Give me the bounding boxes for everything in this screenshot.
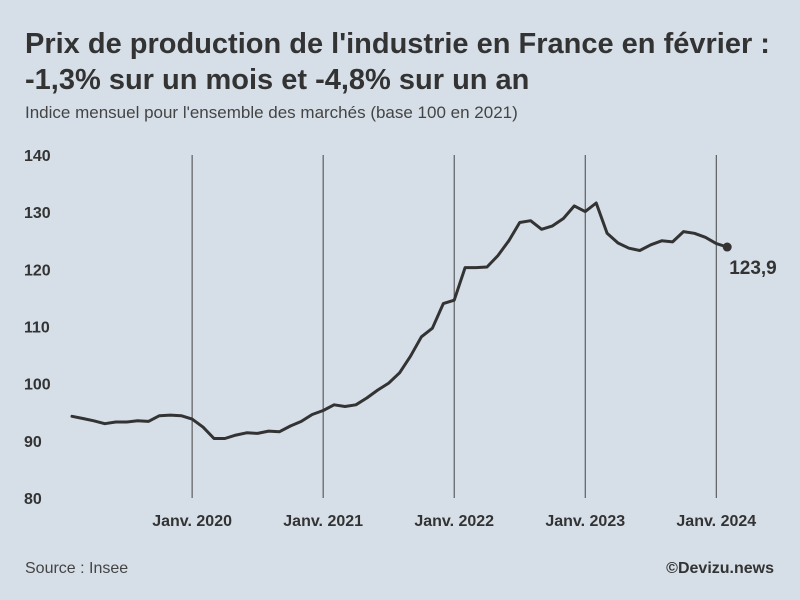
chart-title-line-1: Prix de production de l'industrie en Fra… (25, 28, 770, 60)
y-tick-label: 100 (24, 377, 51, 394)
gridlines (191, 155, 717, 498)
y-tick-label: 90 (24, 434, 42, 451)
source-note: Source : Insee (25, 560, 129, 577)
x-tick-label: Janv. 2022 (414, 513, 494, 530)
brand-credit: ©Devizu.news (666, 560, 774, 577)
x-tick-label: Janv. 2020 (152, 513, 232, 530)
x-tick-label: Janv. 2024 (676, 513, 756, 530)
chart-title: Prix de production de l'industrie en Fra… (25, 26, 785, 98)
x-tick-label: Janv. 2023 (545, 513, 625, 530)
series-layer: 123,9 (70, 201, 777, 440)
y-tick-label: 110 (24, 320, 50, 337)
y-tick-label: 80 (24, 491, 42, 508)
last-point-marker (722, 242, 732, 252)
y-tick-label: 140 (24, 148, 51, 165)
y-tick-label: 120 (24, 262, 51, 279)
y-tick-label: 130 (24, 205, 51, 222)
x-tick-label: Janv. 2021 (283, 513, 363, 530)
chart-title-line-2: -1,3% sur un mois et -4,8% sur un an (25, 64, 530, 96)
series-line (70, 201, 729, 440)
last-value-label: 123,9 (729, 258, 777, 279)
y-axis-tick-labels: 80 90 100 110 120 130 140 (24, 148, 51, 508)
chart-subtitle: Indice mensuel pour l'ensemble des march… (25, 103, 518, 122)
x-axis-tick-labels: Janv. 2020 Janv. 2021 Janv. 2022 Janv. 2023… (152, 513, 756, 530)
